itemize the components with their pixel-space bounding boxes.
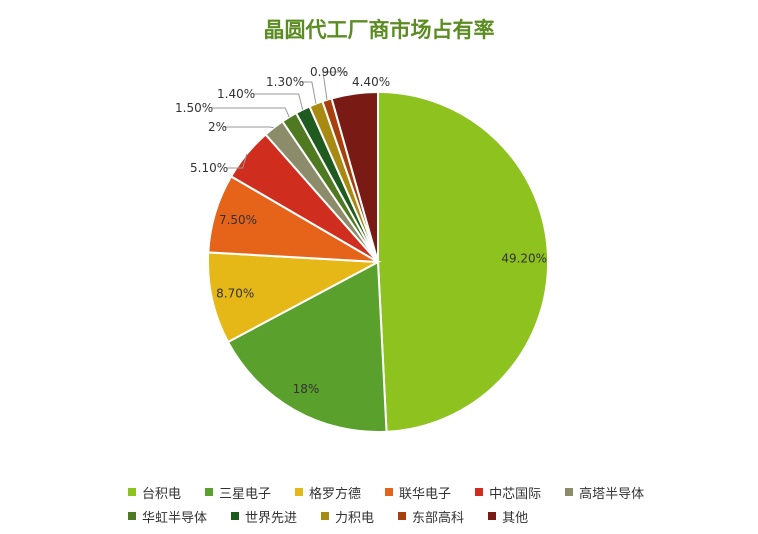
- legend-item: 高塔半导体: [565, 483, 644, 502]
- pie-slice-11: [330, 90, 379, 263]
- legend-swatch: [565, 488, 574, 496]
- legend-item: 华虹半导体: [128, 507, 207, 526]
- slice-label: 2%: [208, 120, 227, 134]
- slice-label: 1.50%: [175, 101, 213, 115]
- leader-line: [322, 71, 347, 100]
- leader-line: [227, 153, 248, 169]
- legend-item: 联华电子: [385, 483, 451, 502]
- slice-label: 4.40%: [352, 75, 390, 89]
- legend-swatch: [128, 512, 136, 520]
- legend-label: 台积电: [142, 486, 182, 502]
- legend-label: 其他: [502, 510, 529, 526]
- slice-label: 18%: [293, 382, 320, 396]
- leader-line: [224, 126, 274, 129]
- legend-label: 三星电子: [219, 486, 272, 502]
- legend-label: 高塔半导体: [579, 486, 645, 502]
- legend-swatch: [385, 488, 394, 496]
- chart-title: 晶圆代工厂商市场占有率: [263, 18, 495, 42]
- leader-lines: [212, 71, 347, 169]
- legend-label: 格罗方德: [309, 486, 362, 502]
- legend-label: 东部高科: [412, 510, 465, 526]
- legend-swatch: [231, 512, 240, 520]
- legend-swatch: [398, 512, 407, 520]
- slice-label: 1.40%: [217, 87, 255, 101]
- legend-label: 中芯国际: [489, 486, 542, 502]
- legend-label: 联华电子: [399, 486, 452, 502]
- legend-item: 台积电: [128, 483, 181, 502]
- slice-label: 0.90%: [310, 65, 348, 79]
- pie-slices: [207, 90, 550, 433]
- pie-slice-2: [226, 260, 388, 433]
- legend-label: 世界先进: [245, 510, 298, 526]
- legend-row: 台积电 三星电子 格罗方德 联华电子 中芯国际 高塔半导体: [128, 480, 688, 504]
- legend-swatch: [488, 512, 497, 520]
- pie-slice-3: [207, 251, 382, 344]
- legend-item: 三星电子: [205, 483, 271, 502]
- slice-label: 49.20%: [501, 251, 547, 265]
- slice-label: 1.30%: [266, 75, 304, 89]
- legend-item: 其他: [488, 507, 528, 526]
- legend-swatch: [295, 488, 304, 496]
- legend-label: 华虹半导体: [142, 510, 208, 526]
- legend-swatch: [321, 512, 330, 520]
- slice-label: 7.50%: [219, 213, 257, 227]
- pie-chart: 49.20% 18% 8.70% 7.50% 5.10% 2% 1.50% 1.40% 1.30…: [175, 65, 550, 433]
- slice-label: 8.70%: [216, 286, 254, 300]
- leader-line: [303, 81, 317, 104]
- legend-label: 力积电: [335, 510, 375, 526]
- legend-swatch: [205, 488, 214, 496]
- legend-item: 格罗方德: [295, 483, 361, 502]
- leader-line: [212, 107, 290, 118]
- legend-item: 中芯国际: [475, 483, 541, 502]
- legend-swatch: [128, 488, 136, 496]
- slice-label: 5.10%: [190, 161, 228, 175]
- slice-labels: 49.20% 18% 8.70% 7.50% 5.10% 2% 1.50% 1.40% 1.30…: [175, 65, 547, 396]
- legend-item: 力积电: [321, 507, 374, 526]
- legend-item: 世界先进: [231, 507, 297, 526]
- legend-item: 东部高科: [398, 507, 464, 526]
- legend: 台积电 三星电子 格罗方德 联华电子 中芯国际 高塔半导体 华虹半导体 世界先进 力积电 东部高…: [128, 480, 688, 528]
- leader-line: [254, 93, 304, 110]
- legend-row: 华虹半导体 世界先进 力积电 东部高科 其他: [128, 504, 688, 528]
- legend-swatch: [475, 488, 484, 496]
- pie-slice-1: [377, 90, 550, 433]
